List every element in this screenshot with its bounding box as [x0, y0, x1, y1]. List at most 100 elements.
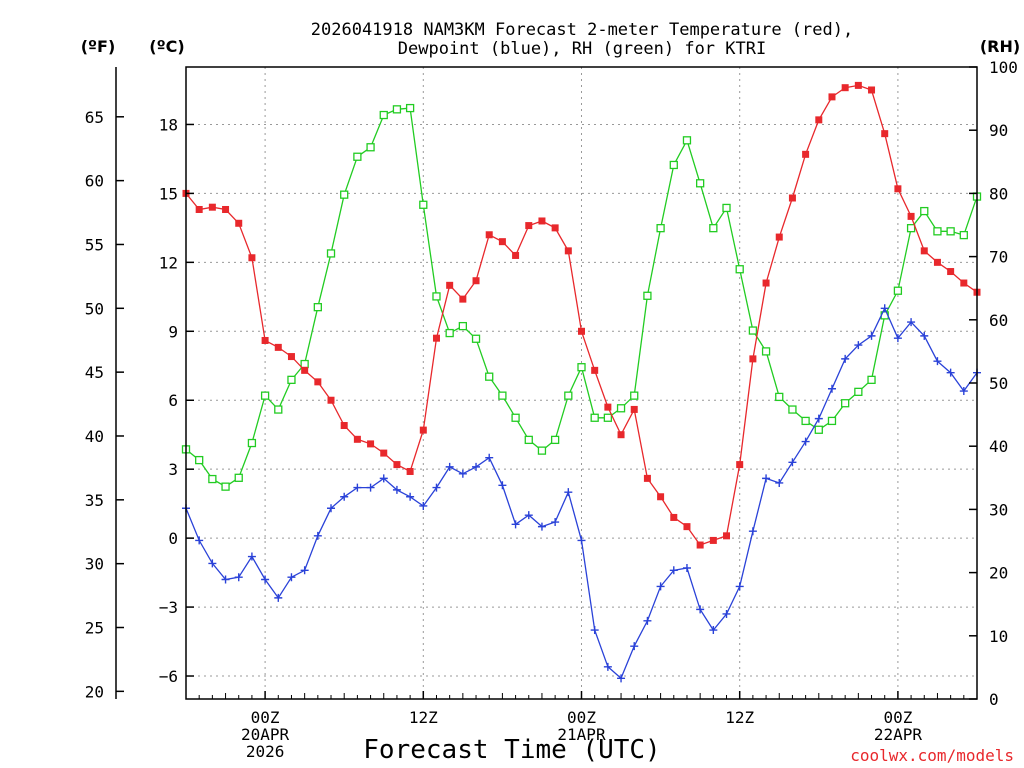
dewpoint-point [762, 474, 771, 483]
celsius-tick-label: 15 [159, 184, 178, 203]
grid-lines [186, 67, 977, 699]
fahrenheit-tick-label: 25 [85, 619, 104, 638]
temperature-point [828, 93, 836, 101]
temperature-point [960, 279, 968, 287]
rh-point [458, 321, 468, 331]
rh-point [550, 435, 560, 445]
rh-point [537, 446, 547, 455]
rh-point [630, 391, 639, 400]
rh-tick-label: 80 [989, 184, 1008, 203]
temperature-point [472, 277, 480, 285]
rh-point [735, 265, 744, 274]
series-2-meter-temperature [182, 81, 981, 549]
dewpoint-point [801, 437, 810, 446]
fahrenheit-tick-label: 35 [85, 491, 104, 510]
rh-point [722, 203, 731, 213]
dewpoint-point [814, 414, 823, 423]
temperature-point [353, 435, 361, 443]
rh-point [419, 200, 428, 209]
temperature-point [446, 281, 454, 289]
temperature-point [485, 231, 493, 239]
dewpoint-point [669, 566, 678, 575]
dewpoint-point [551, 518, 560, 527]
rh-point [590, 413, 599, 422]
rh-point [682, 136, 692, 145]
dewpoint-point [577, 536, 586, 545]
fahrenheit-tick-label: 20 [85, 682, 104, 701]
temperature-point [406, 467, 414, 475]
temperature-point [432, 334, 440, 342]
time-tick-label: 20APR [241, 725, 290, 744]
dewpoint-point [933, 357, 942, 366]
rh-tick-label: 100 [989, 58, 1018, 77]
celsius-tick-label: 0 [168, 529, 178, 548]
dewpoint-point [920, 331, 929, 340]
dewpoint-point [485, 453, 494, 462]
temperature-point [841, 84, 849, 92]
temperature-point [393, 461, 401, 469]
rh-point [313, 303, 322, 312]
dewpoint-point [340, 492, 349, 501]
rh-point [656, 224, 665, 233]
dewpoint-point [327, 504, 336, 513]
chart-title-line-2: Dewpoint (blue), RH (green) for KTRI [398, 39, 766, 59]
plot-frame [185, 66, 978, 700]
dewpoint-point [709, 626, 718, 635]
temperature-point [683, 523, 691, 531]
temperature-point [340, 422, 348, 430]
rh-point [366, 143, 375, 152]
celsius-axis-unit: (ºC) [149, 37, 184, 56]
rh-point [485, 372, 494, 381]
rh-point [616, 404, 626, 413]
dewpoint-point [643, 616, 652, 625]
rh-axis-unit: (RH) [980, 37, 1020, 56]
rh-point [854, 387, 863, 396]
rh-point [959, 230, 968, 240]
rh-point [326, 249, 336, 258]
temperature-point [696, 541, 704, 549]
dewpoint-point [827, 384, 836, 393]
rh-point [221, 482, 230, 491]
dewpoint-point [524, 511, 533, 520]
rh-point [287, 375, 296, 384]
dewpoint-point [775, 478, 784, 487]
temperature-point [459, 295, 467, 303]
temperature-point [868, 86, 876, 94]
temperature-point [907, 212, 915, 220]
temperature-point [419, 426, 427, 434]
rh-point [195, 455, 204, 465]
rh-point [564, 391, 573, 400]
rh-point [761, 347, 771, 356]
rh-point [498, 391, 507, 400]
series-layer [181, 81, 982, 683]
temperature-point [604, 403, 612, 411]
temperature-point [538, 217, 546, 225]
temperature-point [248, 254, 256, 262]
fahrenheit-tick-label: 30 [85, 555, 104, 574]
rh-point [353, 152, 362, 161]
rh-point [300, 359, 309, 369]
temperature-point [327, 396, 335, 404]
rh-tick-label: 90 [989, 121, 1008, 140]
rh-point [445, 328, 454, 338]
temperature-point [802, 150, 810, 158]
fahrenheit-tick-label: 50 [85, 299, 104, 318]
dewpoint-point [722, 609, 731, 618]
fahrenheit-axis-unit: (ºF) [81, 37, 116, 56]
dewpoint-point [432, 483, 441, 492]
temperature-point [643, 474, 651, 482]
rh-tick-label: 20 [989, 564, 1008, 583]
temperature-point [222, 205, 230, 213]
credit-text: coolwx.com/models [850, 746, 1014, 765]
temperature-point [235, 219, 243, 227]
dewpoint-point [841, 354, 850, 363]
fahrenheit-tick-label: 55 [85, 235, 104, 254]
temperature-point [749, 355, 757, 363]
rh-tick-label: 50 [989, 374, 1008, 393]
fahrenheit-tick-label: 45 [85, 363, 104, 382]
dewpoint-point [907, 318, 916, 327]
rh-point [405, 103, 415, 113]
temperature-point [551, 224, 559, 232]
time-tick-label: 12Z [725, 708, 754, 727]
dewpoint-point [300, 566, 309, 575]
